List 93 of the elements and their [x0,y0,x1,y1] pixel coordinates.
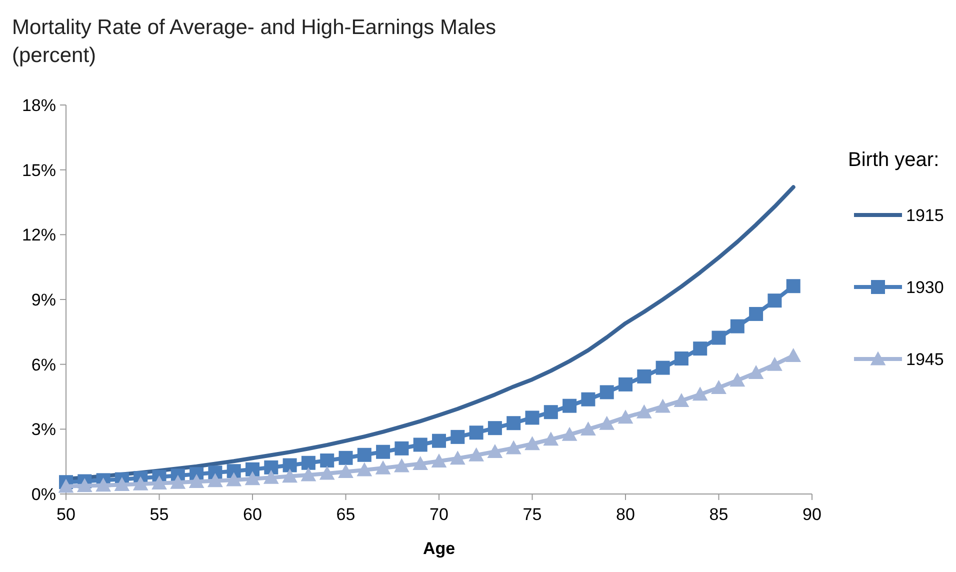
point [338,464,354,478]
legend-title: Birth year: [848,149,940,171]
point [581,392,596,406]
point [263,470,279,484]
point [692,386,708,401]
point [488,421,502,436]
point [152,475,167,490]
point [506,416,521,430]
point [693,342,708,356]
point [562,426,578,441]
point [469,426,484,440]
point [656,360,670,375]
point [208,473,223,488]
point [301,456,316,470]
point [244,471,260,486]
point [618,410,634,424]
point [468,447,484,462]
point [431,453,447,468]
legend-label: 1945 [906,350,944,369]
point [375,460,391,474]
chart-subtitle: (percent) [12,44,96,67]
x-tick-label: 85 [709,505,728,524]
y-tick-label: 18% [22,96,56,115]
point [450,430,465,444]
y-tick-label: 12% [22,226,56,245]
point [544,405,558,420]
legend-label: 1930 [906,278,944,297]
chart-title: Mortality Rate of Average- and High-Earnings Males [12,16,496,39]
point [618,377,632,392]
point [674,352,688,366]
point [338,450,353,465]
point [394,458,410,472]
y-tick-label: 15% [22,160,56,180]
point [394,441,409,456]
point [356,462,372,476]
point [730,319,744,334]
point [730,372,746,387]
point [674,392,690,407]
point [768,294,782,308]
point [357,448,372,462]
point [580,421,596,436]
point [246,462,260,476]
point [188,474,204,488]
x-axis-title: Age [422,539,456,558]
y-tick-label: 6% [31,355,56,374]
point [786,348,802,362]
point [320,454,334,468]
point [58,478,74,493]
point [599,416,615,430]
point [636,404,652,418]
point [282,468,298,483]
y-tick-label: 0% [31,484,56,504]
point [76,478,92,492]
point [637,369,652,384]
point [524,436,540,450]
x-tick-label: 70 [430,505,448,524]
y-tick-label: 3% [31,420,56,440]
point [413,438,428,452]
point [450,450,466,465]
point [432,434,446,448]
x-tick-label: 90 [802,505,822,524]
x-tick-label: 75 [522,505,542,524]
x-tick-label: 65 [336,505,356,524]
point [282,458,297,472]
point [170,474,186,489]
point [748,365,764,380]
legend-label: 1915 [906,206,944,225]
point [712,330,726,345]
x-tick-label: 50 [56,505,76,524]
point [749,306,764,321]
point [412,456,428,470]
point [543,432,559,446]
point [264,460,278,474]
point [506,440,522,454]
point [655,398,670,413]
point [96,478,111,492]
point [319,466,335,480]
point [300,467,316,482]
point [562,398,577,413]
point [525,410,540,425]
point [376,444,390,459]
point [132,476,148,490]
point [786,279,800,294]
point [600,385,614,400]
point [767,356,782,371]
point [114,477,130,492]
x-tick-label: 55 [150,505,169,524]
x-tick-label: 80 [616,505,635,524]
point [226,472,242,486]
point [711,380,726,394]
point [487,444,503,458]
x-tick-label: 60 [243,505,262,524]
y-tick-label: 9% [31,290,56,310]
